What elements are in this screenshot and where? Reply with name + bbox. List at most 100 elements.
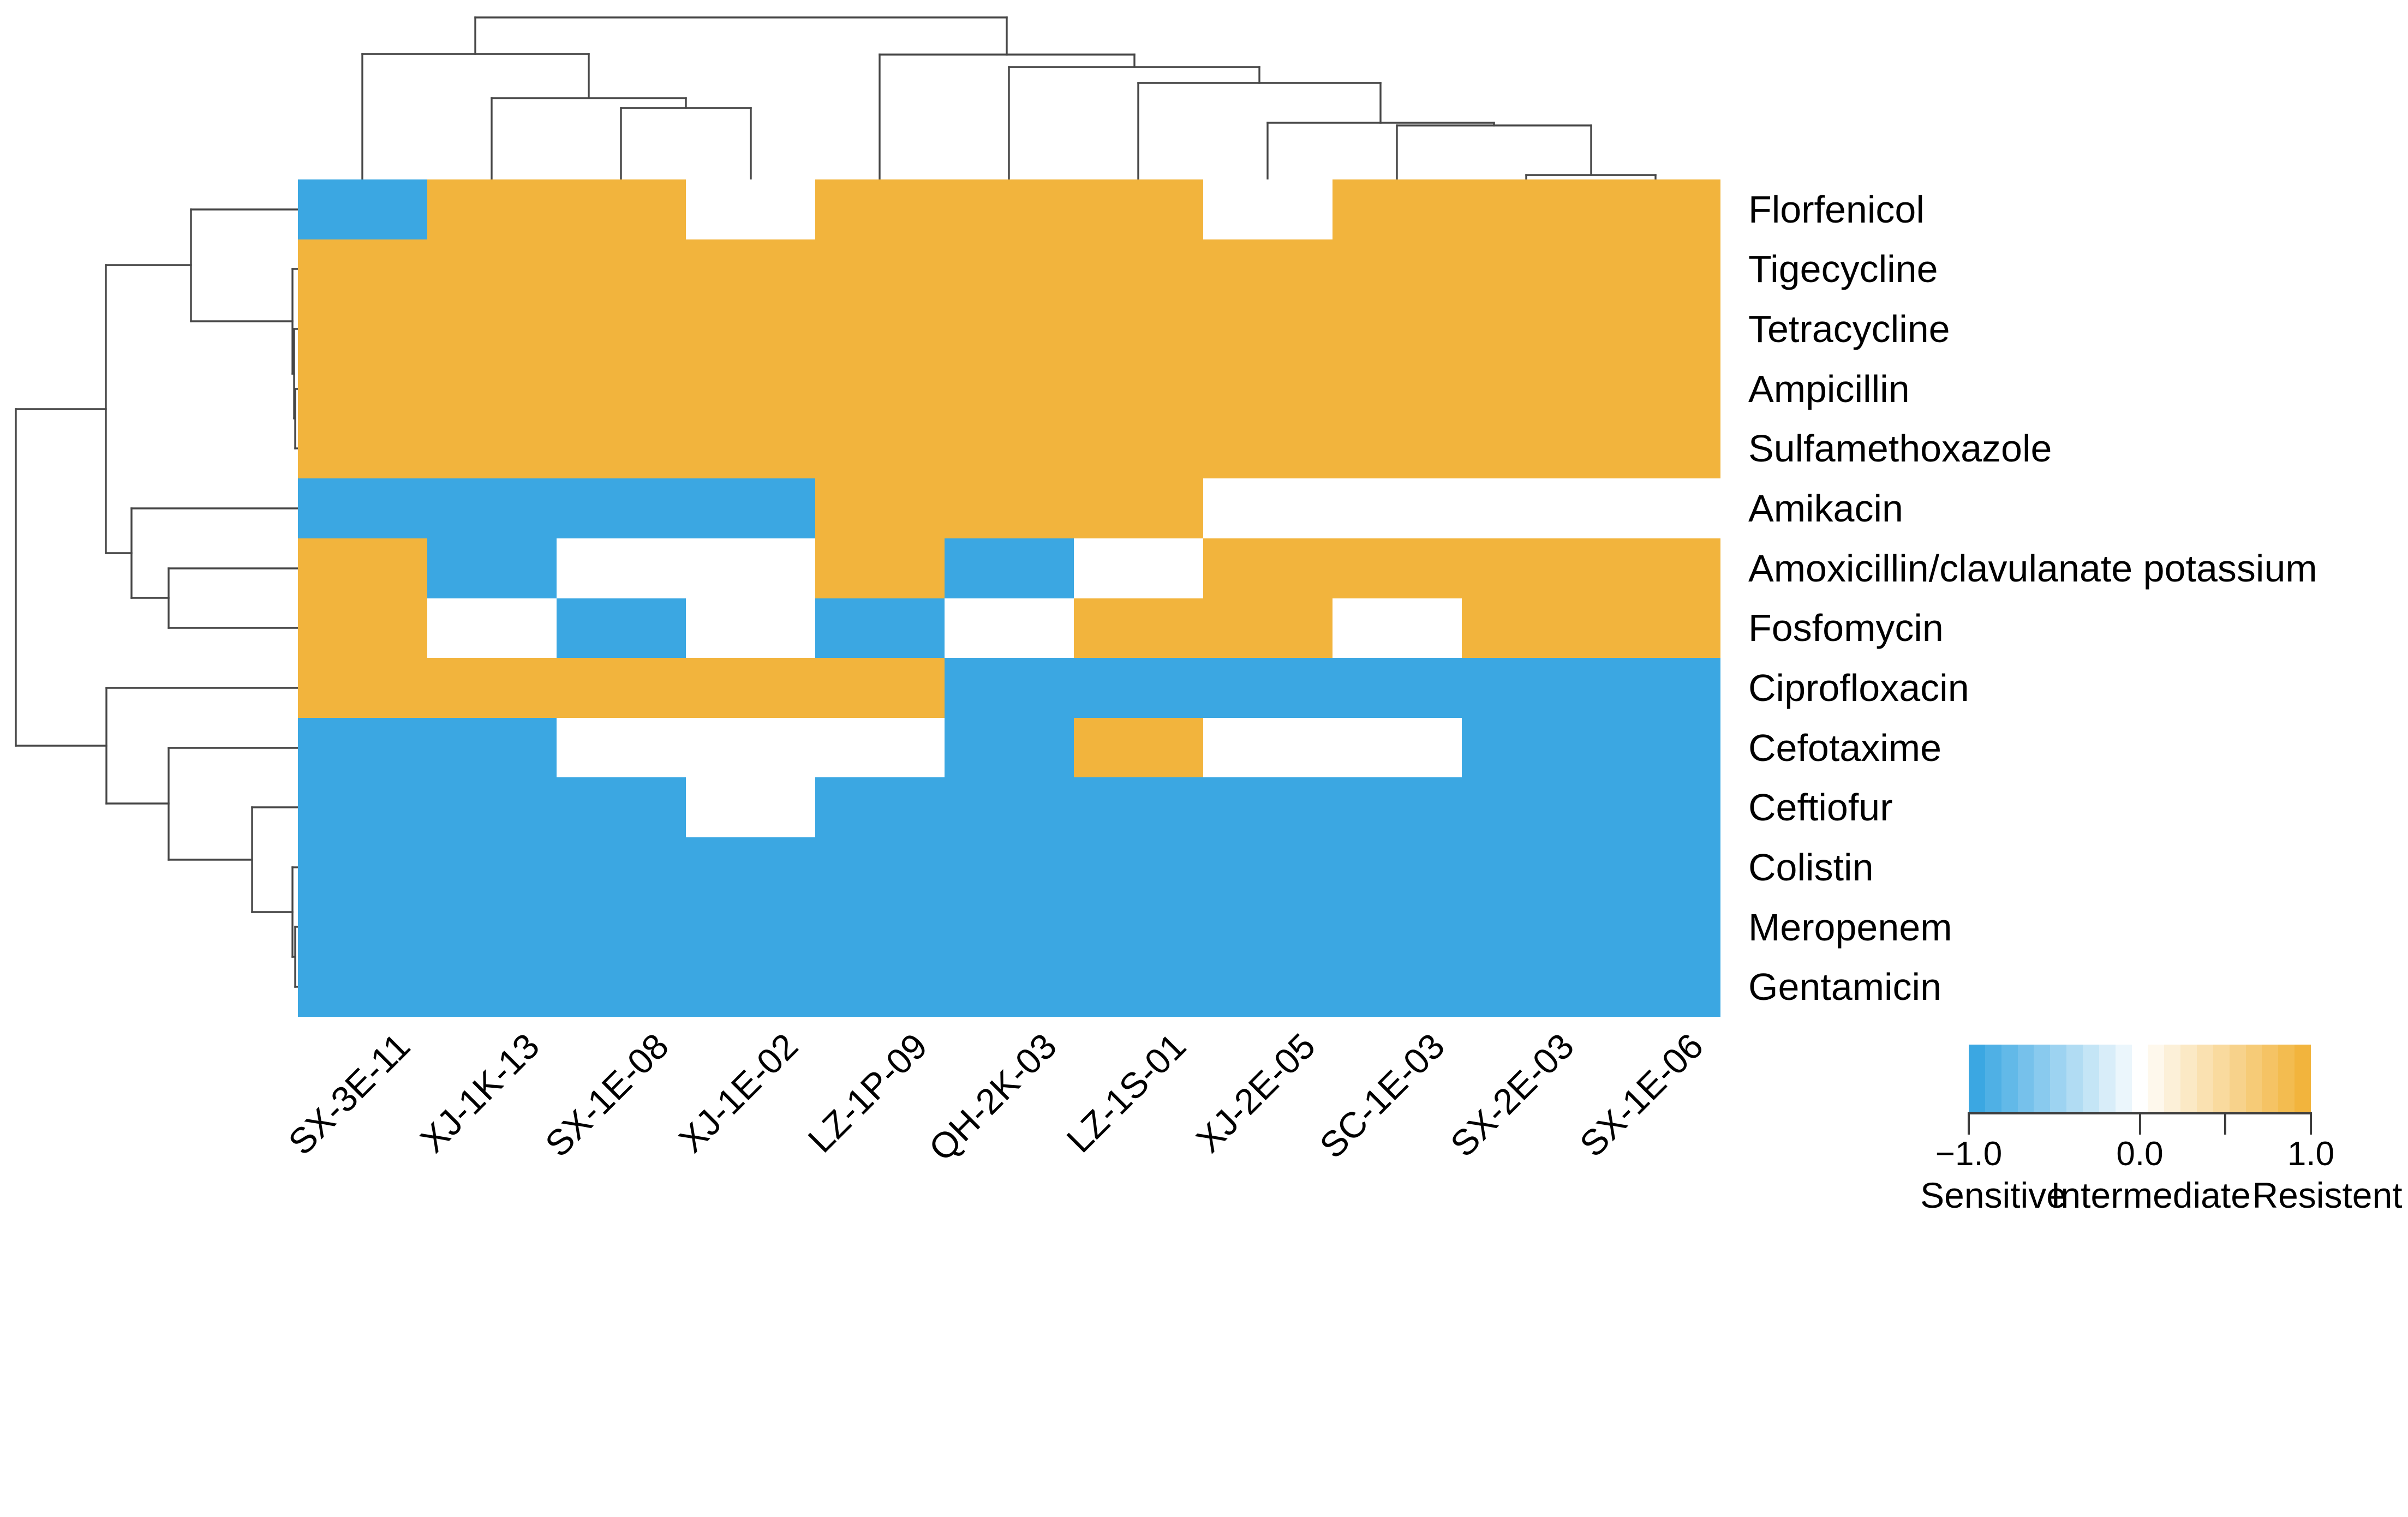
heatmap-cell bbox=[1203, 837, 1333, 897]
legend-gradient-band bbox=[2083, 1045, 2099, 1113]
heatmap-cell bbox=[1462, 957, 1591, 1017]
heatmap-cell bbox=[427, 418, 557, 479]
heatmap-cell bbox=[298, 897, 427, 957]
heatmap-cell bbox=[1333, 658, 1462, 718]
heatmap-cell bbox=[815, 358, 945, 419]
heatmap-cell bbox=[298, 598, 427, 658]
heatmap-cell bbox=[298, 837, 427, 897]
row-label: Ampicillin bbox=[1748, 367, 1910, 410]
heatmap-cell bbox=[298, 658, 427, 718]
heatmap-cell bbox=[298, 777, 427, 838]
heatmap-cell bbox=[1591, 957, 1720, 1017]
heatmap-cell bbox=[686, 957, 815, 1017]
heatmap-cell bbox=[1333, 239, 1462, 299]
heatmap-cell bbox=[1203, 777, 1333, 838]
heatmap-cell bbox=[1203, 538, 1333, 598]
heatmap-cell bbox=[298, 957, 427, 1017]
heatmap-cell bbox=[1591, 358, 1720, 419]
heatmap-cell bbox=[1074, 658, 1203, 718]
heatmap-cell bbox=[1203, 239, 1333, 299]
heatmap-cell bbox=[557, 598, 686, 658]
heatmap-cell bbox=[815, 179, 945, 239]
heatmap-cell bbox=[1462, 598, 1591, 658]
heatmap-cell bbox=[686, 598, 815, 658]
heatmap-cell bbox=[427, 478, 557, 538]
heatmap-cell bbox=[815, 598, 945, 658]
heatmap-grid bbox=[298, 179, 1720, 1017]
heatmap-cell bbox=[1333, 538, 1462, 598]
heatmap-cell bbox=[557, 358, 686, 419]
legend-gradient-band bbox=[2034, 1045, 2051, 1113]
heatmap-cell bbox=[427, 598, 557, 658]
heatmap-cell bbox=[1074, 717, 1203, 778]
legend-tick-label: 0.0 bbox=[2116, 1135, 2164, 1173]
heatmap-cell bbox=[1074, 179, 1203, 239]
heatmap-cell bbox=[1591, 777, 1720, 838]
heatmap-cell bbox=[1333, 957, 1462, 1017]
heatmap-cell bbox=[686, 239, 815, 299]
heatmap-cell bbox=[1591, 658, 1720, 718]
legend-tick bbox=[1968, 1114, 1970, 1135]
heatmap-cell bbox=[1462, 239, 1591, 299]
legend-category-label: Intermediate bbox=[2051, 1175, 2251, 1215]
heatmap-cell bbox=[427, 717, 557, 778]
heatmap-cell bbox=[1074, 538, 1203, 598]
heatmap-cell bbox=[1203, 658, 1333, 718]
heatmap-cell bbox=[298, 717, 427, 778]
heatmap-cell bbox=[945, 837, 1074, 897]
legend-gradient-band bbox=[2050, 1045, 2067, 1113]
heatmap-cell bbox=[1591, 239, 1720, 299]
heatmap-cell bbox=[815, 478, 945, 538]
heatmap-cell bbox=[945, 897, 1074, 957]
row-label: Gentamicin bbox=[1748, 966, 1942, 1009]
heatmap-cell bbox=[815, 777, 945, 838]
heatmap-cell bbox=[686, 478, 815, 538]
heatmap-cell bbox=[686, 358, 815, 419]
dendrograms-canvas bbox=[15, 16, 1657, 988]
heatmap-cell bbox=[1074, 837, 1203, 897]
heatmap-cell bbox=[1203, 358, 1333, 419]
heatmap-cell bbox=[427, 358, 557, 419]
legend-gradient-band bbox=[2262, 1045, 2279, 1113]
legend-axis-line bbox=[1968, 1112, 2312, 1114]
heatmap-cell bbox=[945, 717, 1074, 778]
legend-gradient-band bbox=[2017, 1045, 2034, 1113]
legend-tick-label: 1.0 bbox=[2287, 1135, 2335, 1173]
heatmap-cell bbox=[1333, 179, 1462, 239]
heatmap-cell bbox=[557, 717, 686, 778]
heatmap-cell bbox=[557, 179, 686, 239]
heatmap-cell bbox=[686, 299, 815, 359]
legend-gradient-bar bbox=[1969, 1045, 2311, 1113]
heatmap-cell bbox=[1203, 478, 1333, 538]
heatmap-cell bbox=[1591, 179, 1720, 239]
heatmap-cell bbox=[1333, 478, 1462, 538]
heatmap-cell bbox=[1333, 358, 1462, 419]
row-label: Colistin bbox=[1748, 846, 1874, 889]
legend-gradient-band bbox=[2001, 1045, 2018, 1113]
heatmap-cell bbox=[1333, 897, 1462, 957]
legend-tick bbox=[2138, 1114, 2141, 1135]
heatmap-cell bbox=[1462, 658, 1591, 718]
heatmap-cell bbox=[427, 897, 557, 957]
heatmap-cell bbox=[945, 598, 1074, 658]
legend-category-label: Sensitive bbox=[1920, 1175, 2066, 1215]
heatmap-cell bbox=[557, 538, 686, 598]
legend-gradient-band bbox=[2164, 1045, 2181, 1113]
heatmap-cell bbox=[1462, 837, 1591, 897]
heatmap-cell bbox=[1462, 358, 1591, 419]
heatmap-cell bbox=[427, 658, 557, 718]
heatmap-cell bbox=[945, 179, 1074, 239]
heatmap-cell bbox=[945, 658, 1074, 718]
heatmap-cell bbox=[815, 717, 945, 778]
heatmap-cell bbox=[815, 957, 945, 1017]
row-label: Tigecycline bbox=[1748, 248, 1938, 291]
heatmap-cell bbox=[1333, 837, 1462, 897]
heatmap-cell bbox=[945, 538, 1074, 598]
heatmap-cell bbox=[298, 299, 427, 359]
heatmap-cell bbox=[1074, 299, 1203, 359]
heatmap-cell bbox=[1462, 299, 1591, 359]
heatmap-cell bbox=[1462, 538, 1591, 598]
heatmap-cell bbox=[298, 179, 427, 239]
legend-category-label: Resistent bbox=[2252, 1175, 2403, 1215]
heatmap-cell bbox=[427, 239, 557, 299]
